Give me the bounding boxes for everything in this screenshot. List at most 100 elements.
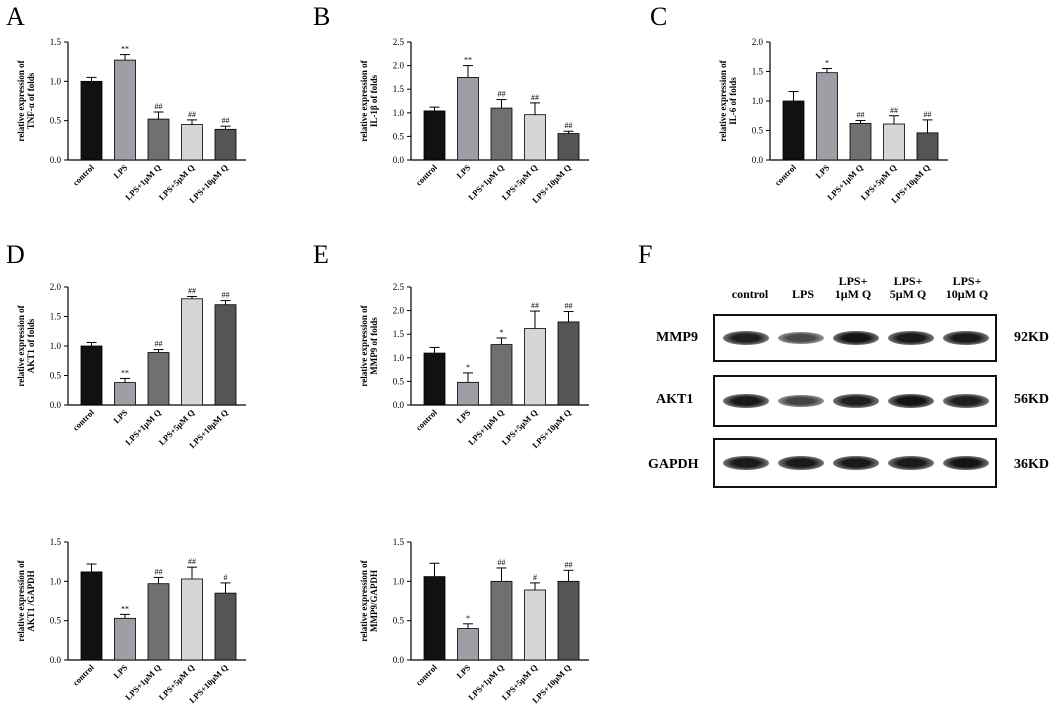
significance-label: **: [464, 56, 472, 65]
y-tick-label: 1.5: [393, 537, 405, 547]
wb-label-akt1: AKT1: [656, 392, 694, 407]
blot-band: [723, 331, 769, 345]
significance-label: ##: [531, 301, 539, 310]
bar: [457, 628, 479, 661]
bar: [214, 592, 237, 661]
bar: [423, 352, 446, 406]
y-axis-label: relative expression of: [718, 59, 728, 141]
x-tick-label: LPS: [454, 162, 472, 180]
significance-label: ##: [188, 557, 196, 566]
significance-label: ##: [155, 340, 163, 349]
y-axis-label: AKT1 of folds: [26, 318, 36, 373]
wb-col-lps-1um: LPS+ 1μM Q: [834, 274, 872, 301]
chart-mmp9-gapdh: 0.0 0.5 1.0 1.5 relative expression of MMP9/G…: [359, 537, 589, 705]
panel-label-f: F: [638, 240, 653, 269]
y-tick-label: 1.0: [393, 353, 405, 363]
x-tick-label: control: [414, 162, 440, 188]
y-tick-label: 1.0: [393, 108, 405, 118]
y-tick-label: 0.5: [393, 131, 405, 141]
y-tick-label: 1.5: [50, 312, 62, 322]
bar: [214, 304, 237, 406]
bar: [181, 298, 203, 406]
y-axis-label: relative expression of: [359, 304, 369, 386]
significance-label: ##: [498, 558, 506, 567]
bar: [147, 352, 170, 406]
bar: [557, 580, 580, 661]
bar: [423, 576, 446, 661]
y-axis-label: MMP9 of folds: [369, 317, 379, 375]
blot-band: [833, 331, 879, 345]
bar: [557, 321, 580, 406]
bar: [80, 571, 103, 661]
significance-label: ##: [531, 93, 539, 102]
wb-blot-gapdh: [713, 438, 997, 488]
blot-band: [943, 394, 989, 408]
y-tick-label: 0.0: [393, 400, 405, 410]
wb-kd-mmp9: 92KD: [1014, 330, 1049, 345]
wb-kd-gapdh: 36KD: [1014, 457, 1049, 472]
x-tick-label: control: [773, 162, 799, 188]
bar: [181, 124, 203, 161]
bar: [214, 128, 237, 161]
significance-label: ##: [565, 560, 573, 569]
y-tick-label: 0.0: [393, 655, 405, 665]
blot-band: [778, 331, 824, 345]
wb-label-gapdh: GAPDH: [648, 457, 699, 472]
bar: [80, 80, 103, 161]
y-tick-label: 2.5: [393, 37, 405, 47]
blot-band: [888, 456, 934, 470]
panel-label-d: D: [6, 240, 25, 269]
y-tick-label: 1.5: [50, 37, 62, 47]
y-tick-label: 0.5: [50, 371, 62, 381]
significance-label: #: [533, 573, 537, 582]
wb-label-mmp9: MMP9: [656, 330, 698, 345]
y-tick-label: 0.5: [50, 616, 62, 626]
y-tick-label: 0.0: [50, 655, 62, 665]
significance-label: ##: [924, 110, 932, 119]
wb-col-lps: LPS: [791, 287, 814, 301]
blot-band: [888, 331, 934, 345]
chart-il-6: 0.0 0.5 1.0 1.5 2.0 relative expression of IL-…: [718, 37, 948, 205]
y-axis-label: MMP9/GAPDH: [369, 570, 379, 632]
bar: [883, 123, 905, 161]
wb-col-lps-10um: LPS+ 10μM Q: [945, 274, 989, 301]
chart-tnf-alpha: 0.0 0.5 1.0 1.5 relative expression of TNF-α …: [16, 37, 246, 205]
significance-label: ##: [188, 110, 196, 119]
chart-akt1-folds: 0.0 0.5 1.0 1.5 2.0 relative expression of AKT…: [16, 282, 246, 450]
y-tick-label: 0.0: [752, 155, 764, 165]
bar: [114, 382, 136, 406]
panel-label-c: C: [650, 2, 668, 31]
panel-label-a: A: [6, 2, 25, 31]
y-tick-label: 2.0: [393, 61, 405, 71]
blot-band: [888, 394, 934, 408]
bar: [524, 328, 546, 406]
x-tick-label: LPS: [111, 662, 129, 680]
bar: [457, 381, 479, 406]
significance-label: ##: [498, 90, 506, 99]
y-axis-label: relative expression of: [359, 559, 369, 641]
chart-mmp9-folds: 0.0 0.5 1.0 1.5 2.0 2.5 relative expression of…: [359, 282, 589, 450]
y-tick-label: 2.0: [752, 37, 764, 47]
significance-label: *: [466, 363, 470, 372]
bar: [490, 107, 513, 161]
blot-band: [778, 456, 824, 470]
x-tick-label: control: [414, 662, 440, 688]
y-axis-label: AKT1 /GAPDH: [26, 570, 36, 631]
bar: [916, 132, 939, 161]
bar: [524, 114, 546, 161]
bar: [457, 77, 479, 161]
y-tick-label: 0.0: [393, 155, 405, 165]
blot-band: [943, 331, 989, 345]
y-axis-label: relative expression of: [16, 59, 26, 141]
significance-label: **: [121, 45, 129, 54]
y-tick-label: 1.0: [50, 76, 62, 86]
significance-label: ##: [890, 106, 898, 115]
x-tick-label: control: [71, 662, 97, 688]
x-tick-label: LPS: [454, 407, 472, 425]
y-tick-label: 0.5: [50, 116, 62, 126]
bar: [80, 345, 103, 406]
y-axis-label: relative expression of: [16, 559, 26, 641]
x-tick-label: LPS: [454, 662, 472, 680]
bar: [490, 344, 513, 406]
bar: [524, 589, 546, 661]
